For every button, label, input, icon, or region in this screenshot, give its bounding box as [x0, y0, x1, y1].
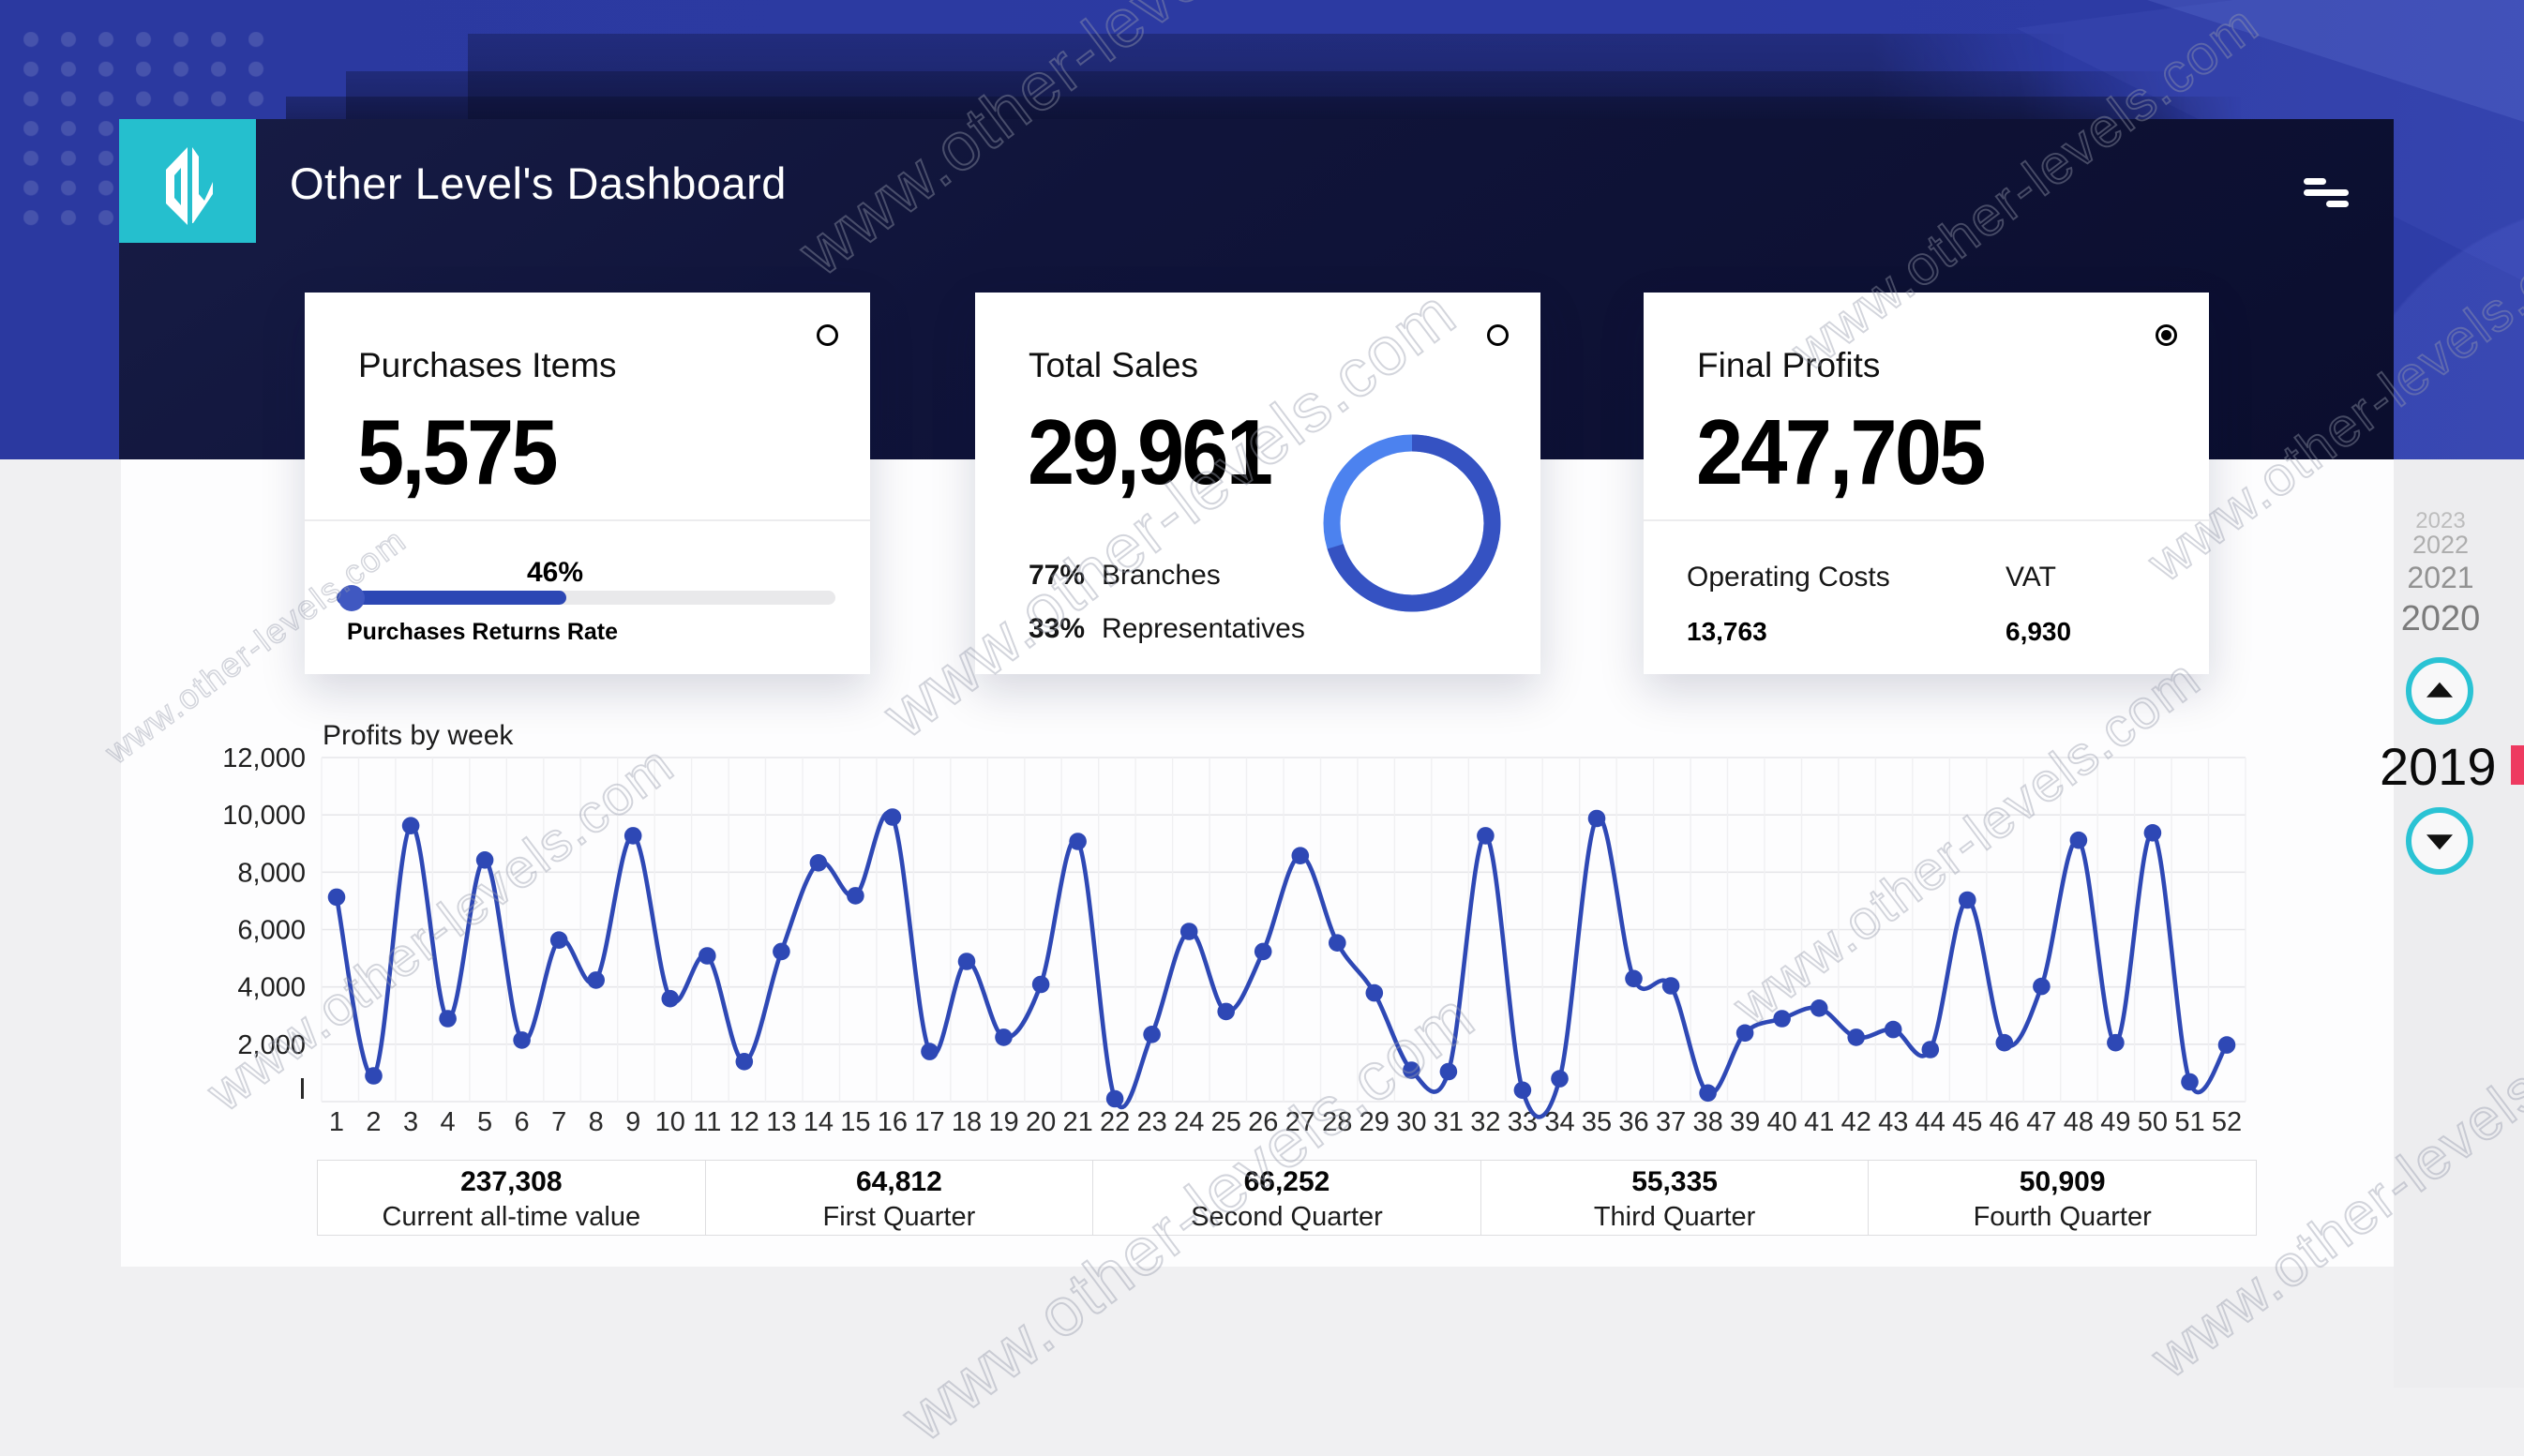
svg-text:46: 46: [1990, 1107, 2020, 1137]
svg-text:6: 6: [515, 1107, 530, 1137]
svg-text:27: 27: [1285, 1107, 1315, 1137]
svg-text:15: 15: [840, 1107, 870, 1137]
svg-text:45: 45: [1952, 1107, 1982, 1137]
svg-text:19: 19: [988, 1107, 1018, 1137]
svg-text:2,000: 2,000: [237, 1030, 306, 1060]
svg-text:1: 1: [329, 1107, 344, 1137]
svg-text:4: 4: [441, 1107, 456, 1137]
svg-text:44: 44: [1916, 1107, 1946, 1137]
svg-text:35: 35: [1582, 1107, 1612, 1137]
svg-text:39: 39: [1730, 1107, 1760, 1137]
svg-text:23: 23: [1136, 1107, 1166, 1137]
svg-text:30: 30: [1396, 1107, 1426, 1137]
svg-text:51: 51: [2174, 1107, 2204, 1137]
svg-text:9: 9: [625, 1107, 640, 1137]
svg-text:47: 47: [2026, 1107, 2056, 1137]
svg-text:42: 42: [1841, 1107, 1871, 1137]
svg-text:41: 41: [1804, 1107, 1834, 1137]
svg-text:7: 7: [551, 1107, 566, 1137]
svg-text:8,000: 8,000: [237, 858, 306, 888]
svg-text:36: 36: [1618, 1107, 1648, 1137]
svg-text:22: 22: [1100, 1107, 1130, 1137]
svg-text:24: 24: [1174, 1107, 1204, 1137]
svg-text:31: 31: [1434, 1107, 1464, 1137]
svg-text:48: 48: [2064, 1107, 2094, 1137]
svg-text:8: 8: [589, 1107, 604, 1137]
svg-text:49: 49: [2100, 1107, 2130, 1137]
svg-text:29: 29: [1360, 1107, 1390, 1137]
svg-text:37: 37: [1656, 1107, 1686, 1137]
svg-text:28: 28: [1322, 1107, 1352, 1137]
svg-text:43: 43: [1878, 1107, 1908, 1137]
svg-text:26: 26: [1248, 1107, 1278, 1137]
svg-text:14: 14: [804, 1107, 834, 1137]
svg-text:34: 34: [1544, 1107, 1574, 1137]
svg-text:4,000: 4,000: [237, 973, 306, 1003]
svg-text:38: 38: [1692, 1107, 1722, 1137]
svg-text:52: 52: [2212, 1107, 2242, 1137]
svg-text:25: 25: [1211, 1107, 1241, 1137]
svg-text:3: 3: [403, 1107, 418, 1137]
svg-text:50: 50: [2138, 1107, 2168, 1137]
svg-text:32: 32: [1470, 1107, 1500, 1137]
svg-text:6,000: 6,000: [237, 916, 306, 946]
svg-text:12: 12: [729, 1107, 759, 1137]
svg-text:20: 20: [1026, 1107, 1056, 1137]
svg-text:18: 18: [952, 1107, 982, 1137]
svg-text:11: 11: [693, 1107, 721, 1137]
svg-text:5: 5: [477, 1107, 492, 1137]
svg-text:10: 10: [655, 1107, 685, 1137]
svg-text:13: 13: [766, 1107, 796, 1137]
svg-text:17: 17: [914, 1107, 944, 1137]
svg-text:16: 16: [878, 1107, 908, 1137]
svg-text:10,000: 10,000: [222, 801, 306, 831]
svg-text:21: 21: [1062, 1107, 1092, 1137]
svg-text:12,000: 12,000: [222, 743, 306, 773]
svg-text:Profits by week: Profits by week: [323, 720, 514, 751]
svg-text:2: 2: [366, 1107, 381, 1137]
svg-text:40: 40: [1766, 1107, 1796, 1137]
